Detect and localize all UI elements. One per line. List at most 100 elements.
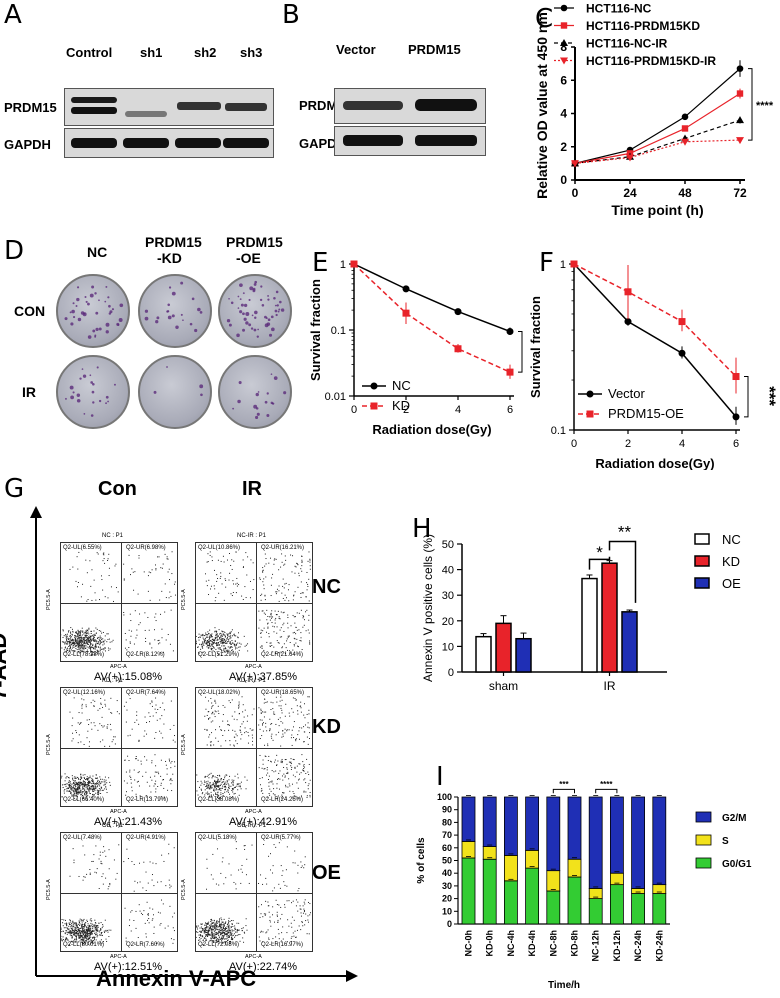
facs-event xyxy=(209,933,211,935)
facs-event xyxy=(211,633,213,635)
facs-event xyxy=(238,701,240,703)
facs-event xyxy=(234,927,236,929)
facs-event xyxy=(308,696,310,698)
facs-event xyxy=(73,931,75,933)
facs-event xyxy=(196,790,198,792)
facs-event xyxy=(269,781,271,783)
facs-event xyxy=(92,788,94,790)
facs-event xyxy=(113,736,115,738)
facs-event xyxy=(282,926,284,928)
facs-event xyxy=(85,796,87,798)
facs-event xyxy=(76,934,78,936)
facs-event xyxy=(211,641,213,643)
facs-event xyxy=(221,641,223,643)
facs-event xyxy=(226,780,228,782)
c-legend-label: HCT116-NC-IR xyxy=(586,37,668,51)
facs-event xyxy=(235,583,237,585)
facs-event xyxy=(205,927,207,929)
facs-event xyxy=(295,740,297,742)
facs-event xyxy=(66,640,68,642)
facs-event xyxy=(211,556,213,558)
facs-event xyxy=(76,556,78,558)
c-ylabel: Relative OD value at 450 nm xyxy=(534,12,550,199)
colony-dot xyxy=(182,319,184,322)
facs-event xyxy=(84,642,86,644)
col-label-kd-d-line2: -KD xyxy=(157,250,182,266)
facs-event xyxy=(135,758,137,760)
facs-event xyxy=(266,730,268,732)
row-label-con-d: CON xyxy=(14,303,46,319)
facs-event xyxy=(202,643,204,645)
facs-event xyxy=(220,783,222,785)
facs-event xyxy=(240,781,242,783)
facs-event xyxy=(135,793,137,795)
facs-event xyxy=(283,881,285,883)
facs-event xyxy=(263,768,265,770)
facs-scatter xyxy=(61,697,176,801)
facs-event xyxy=(224,777,226,779)
facs-event xyxy=(211,777,213,779)
facs-event xyxy=(235,551,237,553)
facs-event xyxy=(80,920,82,922)
facs-event xyxy=(222,705,224,707)
facs-event xyxy=(171,551,173,553)
facs-event xyxy=(307,585,309,587)
facs-event xyxy=(198,934,200,936)
facs-event xyxy=(64,788,66,790)
c-legend-marker xyxy=(560,4,568,12)
facs-event xyxy=(211,702,213,704)
colony-dot xyxy=(199,311,203,314)
facs-event xyxy=(93,630,95,632)
facs-event xyxy=(97,791,99,793)
facs-event xyxy=(223,784,225,786)
facs-event xyxy=(61,641,63,643)
facs-event xyxy=(94,936,96,938)
facs-event xyxy=(300,908,302,910)
facs-event xyxy=(237,777,239,779)
colony-dot xyxy=(276,304,279,307)
facs-event xyxy=(90,585,92,587)
facs-event xyxy=(278,585,280,587)
facs-event xyxy=(88,785,90,787)
facs-event xyxy=(309,568,311,570)
facs-event xyxy=(65,643,67,645)
facs-event xyxy=(307,560,309,562)
col-label-oe-d-line2: -OE xyxy=(236,250,261,266)
facs-event xyxy=(214,710,216,712)
facs-event xyxy=(77,644,79,646)
facs-event xyxy=(266,774,268,776)
facs-event xyxy=(306,589,308,591)
facs-event xyxy=(102,883,104,885)
facs-event xyxy=(80,783,82,785)
facs-event xyxy=(218,923,220,925)
colony-dot xyxy=(254,316,257,319)
h-sig-label-1: * xyxy=(596,543,603,562)
i-ytick-label: 100 xyxy=(437,792,452,802)
facs-event xyxy=(196,931,197,933)
facs-event xyxy=(282,733,284,735)
facs-event xyxy=(206,931,208,933)
facs-event xyxy=(228,926,230,928)
facs-event xyxy=(245,788,247,790)
facs-event xyxy=(81,647,83,649)
facs-event xyxy=(207,923,209,925)
facs-event xyxy=(219,930,221,932)
facs-event xyxy=(88,741,90,743)
facs-event xyxy=(215,937,217,939)
facs-event xyxy=(263,844,265,846)
facs-event xyxy=(296,629,298,631)
facs-event xyxy=(204,937,206,939)
facs-event xyxy=(212,646,214,648)
facs-event xyxy=(160,732,162,734)
facs-event xyxy=(96,930,98,932)
facs-event xyxy=(222,936,224,938)
e-legend-label: NC xyxy=(392,378,411,393)
facs-event xyxy=(68,781,70,783)
colony-dot xyxy=(91,285,95,289)
facs-event xyxy=(90,630,92,632)
facs-event xyxy=(76,925,78,927)
facs-event xyxy=(71,628,73,630)
facs-event xyxy=(61,784,63,786)
facs-event xyxy=(238,706,240,708)
facs-event xyxy=(283,643,285,645)
